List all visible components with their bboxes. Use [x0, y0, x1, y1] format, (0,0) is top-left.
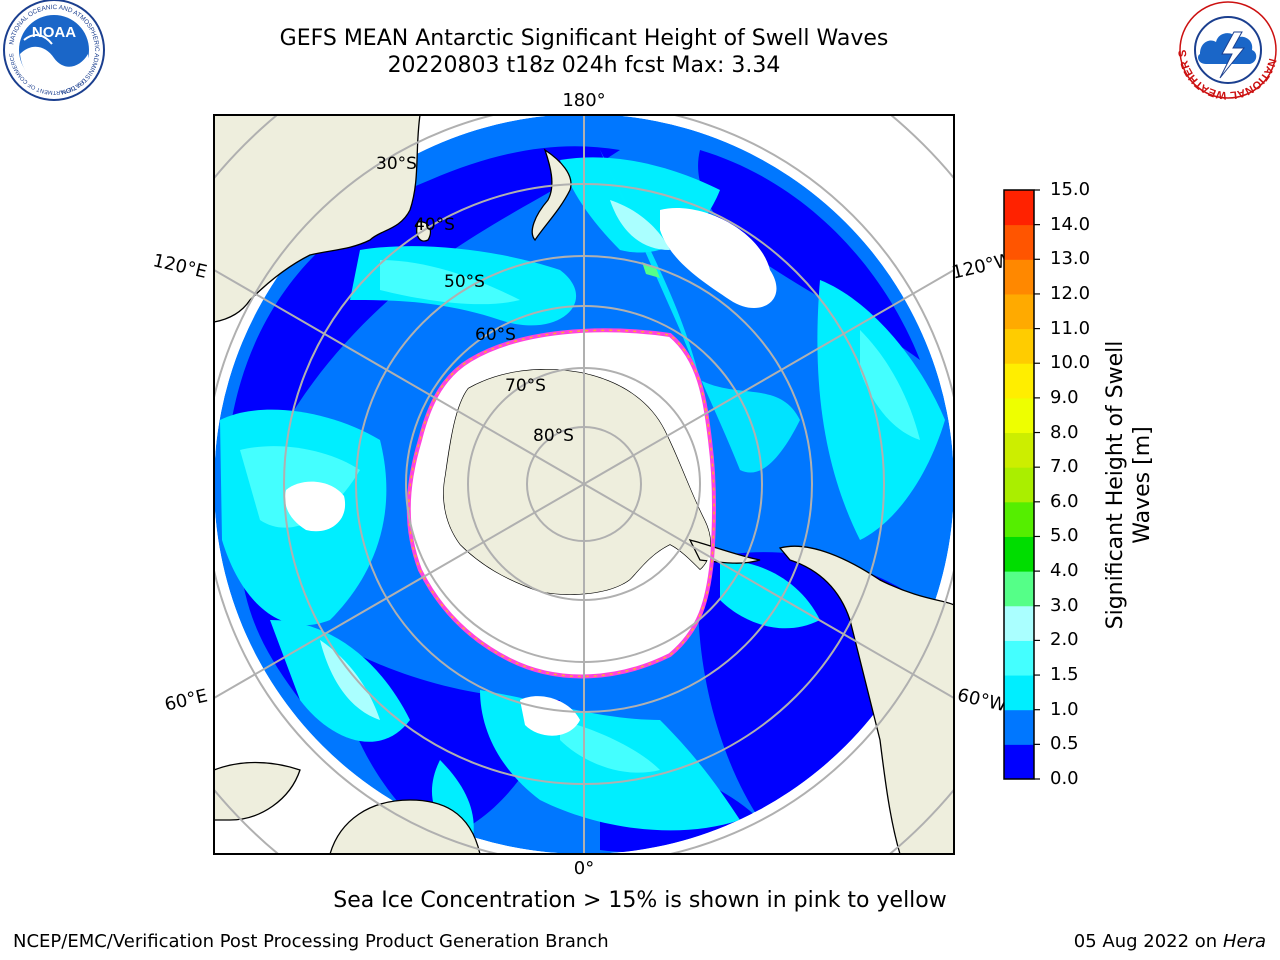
colorbar — [1003, 189, 1040, 780]
run-date: 05 Aug 2022 on Hera — [1074, 931, 1266, 952]
colorbar-tick-label: 10.0 — [1050, 352, 1091, 374]
lon-label-60w: 60°W — [955, 685, 1008, 717]
lat-label-60s: 60°S — [475, 325, 516, 345]
machine-name: Hera — [1222, 931, 1266, 952]
lon-label-0: 0° — [574, 858, 594, 879]
colorbar-segment — [1004, 328, 1034, 364]
colorbar-segment — [1004, 259, 1034, 295]
colorbar-tick-label: 8.0 — [1050, 421, 1079, 443]
colorbar-title-line1: Significant Height of Swell — [1103, 340, 1128, 630]
lat-label-30s: 30°S — [376, 154, 417, 174]
colorbar-tick-label: 4.0 — [1050, 560, 1079, 582]
sea-ice-region — [408, 330, 715, 677]
colorbar-tick-label: 15.0 — [1050, 179, 1091, 200]
sea-ice-edge — [406, 328, 717, 679]
colorbar-tick-label: 0.5 — [1050, 733, 1079, 755]
colorbar-segment — [1004, 536, 1034, 572]
colorbar-segment — [1004, 432, 1034, 468]
colorbar-tick-label: 11.0 — [1050, 317, 1091, 339]
colorbar-tick-label: 2.0 — [1050, 629, 1079, 651]
colorbar-tick-label: 7.0 — [1050, 456, 1079, 478]
colorbar-segment — [1004, 293, 1034, 330]
nws-logo: NATIONAL WEATHER SERVICE — [1176, 0, 1278, 101]
colorbar-segment — [1004, 190, 1034, 226]
colorbar-segment — [1004, 363, 1034, 399]
colorbar-tick-label: 1.0 — [1050, 698, 1079, 720]
colorbar-tick-label: 14.0 — [1050, 213, 1091, 235]
colorbar-frame — [1003, 189, 1035, 780]
colorbar-tick-label: 13.0 — [1050, 248, 1091, 270]
colorbar-tick-label: 6.0 — [1050, 490, 1079, 512]
colorbar-title-line2: Waves [m] — [1130, 426, 1155, 544]
australia-land — [214, 115, 421, 323]
map-frame — [213, 114, 955, 855]
colorbar-segment — [1004, 605, 1034, 641]
africa-south-land — [329, 799, 481, 854]
lon-label-180: 180° — [562, 90, 605, 111]
colorbar-tick-label: 5.0 — [1050, 525, 1079, 547]
colorbar-tick-label: 9.0 — [1050, 386, 1079, 408]
lat-label-50s: 50°S — [444, 272, 485, 292]
land-masses — [214, 115, 954, 854]
colorbar-segment — [1004, 571, 1034, 607]
colorbar-segment — [1004, 397, 1034, 434]
colorbar-segment — [1004, 640, 1034, 676]
noaa-logo: NOAA NATIONAL OCEANIC AND ATMOSPHERIC AD… — [3, 0, 105, 101]
lon-label-120e: 120°E — [151, 250, 209, 283]
colorbar-tick-label: 12.0 — [1050, 282, 1091, 304]
colorbar-segment — [1004, 709, 1034, 745]
colorbar-segment — [1004, 224, 1034, 260]
colorbar-segment — [1004, 675, 1034, 711]
graticule — [214, 115, 954, 854]
sea-ice-note: Sea Ice Concentration > 15% is shown in … — [333, 888, 947, 913]
africa-land — [214, 761, 301, 821]
run-date-text: 05 Aug 2022 on — [1073, 931, 1218, 952]
colorbar-segment — [1004, 501, 1034, 537]
colorbar-segment — [1004, 744, 1034, 780]
noaa-wordmark: NOAA — [32, 24, 76, 41]
colorbar-tick-label: 3.0 — [1050, 594, 1079, 616]
page-title: GEFS MEAN Antarctic Significant Height o… — [279, 26, 889, 51]
colorbar-segment — [1004, 467, 1034, 503]
colorbar-tick-label: 1.5 — [1050, 664, 1079, 686]
lat-label-40s: 40°S — [414, 215, 455, 235]
colorbar-tick-label: 0.0 — [1050, 768, 1079, 789]
forecast-subtitle: 20220803 t18z 024h fcst Max: 3.34 — [387, 53, 781, 78]
lat-label-80s: 80°S — [533, 426, 574, 446]
lon-label-60e: 60°E — [163, 685, 210, 715]
lat-label-70s: 70°S — [505, 376, 546, 396]
producer-credit: NCEP/EMC/Verification Post Processing Pr… — [13, 931, 609, 952]
south-america-land — [778, 545, 954, 854]
